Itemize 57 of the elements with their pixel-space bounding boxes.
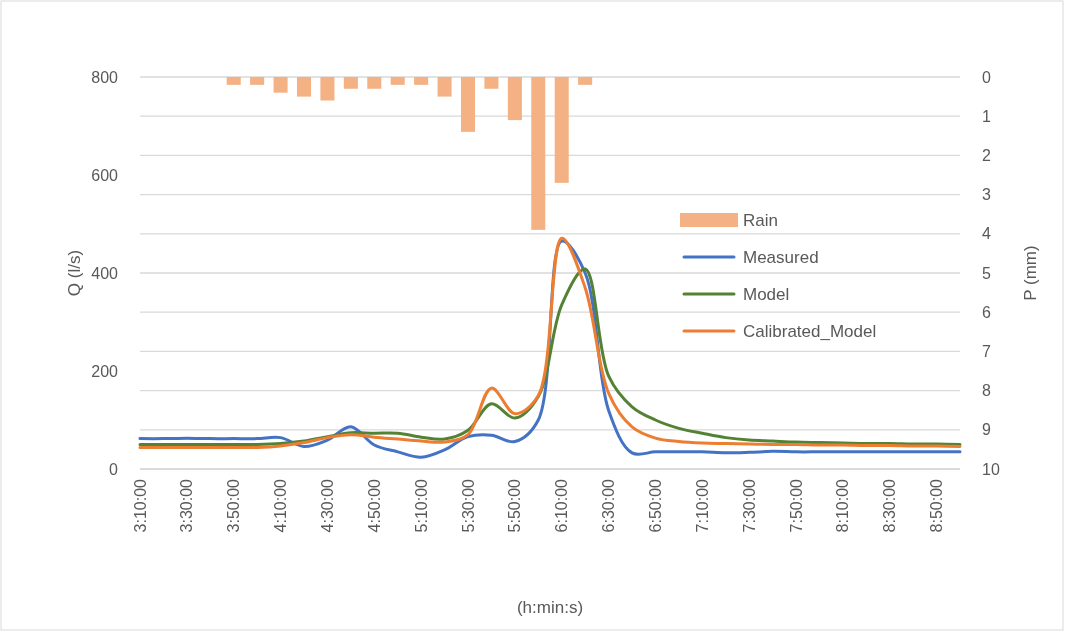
x-tick-label: 6:50:00 xyxy=(647,478,665,533)
y2-tick-label: 3 xyxy=(982,186,991,204)
x-tick-label: 8:50:00 xyxy=(928,478,946,533)
bar xyxy=(437,77,452,97)
x-tick-label: 4:30:00 xyxy=(319,478,337,533)
legend-label: Model xyxy=(743,284,790,304)
bar xyxy=(554,77,569,183)
x-tick-label: 6:30:00 xyxy=(600,478,618,533)
y2-tick-label: 10 xyxy=(982,460,1000,478)
x-tick-label: 7:10:00 xyxy=(693,478,711,533)
x-tick-label: 3:10:00 xyxy=(131,478,149,533)
y-axis-title: Q (l/s) xyxy=(65,249,84,297)
bar xyxy=(484,77,499,89)
bar xyxy=(578,77,593,85)
x-tick-label: 3:50:00 xyxy=(225,478,243,533)
x-tick-label: 5:50:00 xyxy=(506,478,524,533)
bar xyxy=(226,77,241,85)
bar xyxy=(414,77,429,85)
y2-tick-label: 6 xyxy=(982,303,991,321)
x-tick-label: 6:10:00 xyxy=(553,478,571,533)
y-tick-label: 0 xyxy=(109,460,119,478)
y-tick-label: 800 xyxy=(91,68,119,86)
y2-tick-label: 1 xyxy=(982,107,991,125)
bar xyxy=(531,77,546,230)
y2-tick-label: 4 xyxy=(982,225,991,243)
y2-axis-title: P (mm) xyxy=(1021,245,1040,301)
bar xyxy=(273,77,288,93)
y-tick-label: 400 xyxy=(91,264,119,282)
y2-tick-label: 9 xyxy=(982,421,991,439)
legend-label: Rain xyxy=(743,210,778,230)
bar xyxy=(250,77,265,85)
y2-tick-label: 2 xyxy=(982,147,991,164)
x-tick-label: 4:50:00 xyxy=(365,478,383,533)
bar xyxy=(320,77,335,101)
y2-tick-label: 5 xyxy=(982,264,991,282)
x-axis-title: (h:min:s) xyxy=(516,598,584,617)
x-tick-label: 3:30:00 xyxy=(178,478,196,533)
legend-label: Calibrated_Model xyxy=(743,321,877,341)
y2-tick-label: 0 xyxy=(982,68,991,86)
bar xyxy=(460,77,476,132)
y2-tick-label: 8 xyxy=(982,382,991,400)
x-tick-label: 4:10:00 xyxy=(272,478,290,533)
x-tick-label: 8:30:00 xyxy=(881,478,899,533)
bar xyxy=(296,77,312,97)
bar xyxy=(390,77,405,85)
bar xyxy=(507,77,522,121)
bar xyxy=(367,77,382,89)
legend-label: Measured xyxy=(743,247,819,267)
x-tick-label: 5:10:00 xyxy=(412,478,430,533)
y2-tick-label: 7 xyxy=(982,343,991,360)
y-tick-label: 600 xyxy=(91,166,119,184)
x-tick-label: 8:10:00 xyxy=(834,478,852,533)
x-tick-label: 7:50:00 xyxy=(787,478,805,533)
x-tick-label: 5:30:00 xyxy=(459,478,477,533)
x-tick-label: 7:30:00 xyxy=(740,478,758,533)
y-tick-label: 200 xyxy=(91,362,119,380)
bar xyxy=(343,77,358,89)
